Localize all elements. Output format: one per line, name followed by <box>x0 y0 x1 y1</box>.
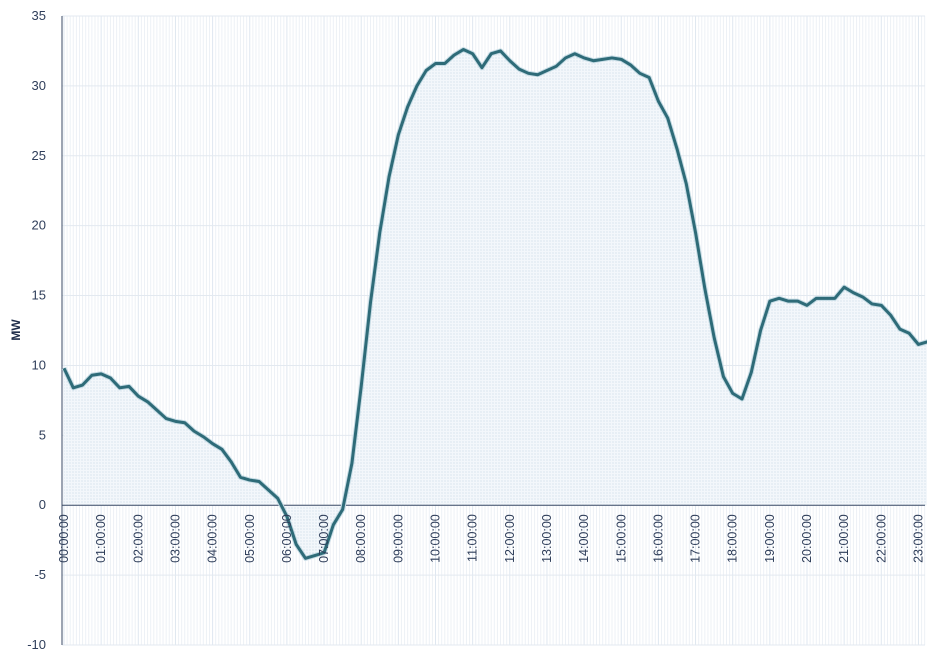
series-line <box>62 48 927 560</box>
x-tick-label: 09:00:00 <box>391 514 405 563</box>
x-tick-label: 04:00:00 <box>206 514 220 563</box>
x-tick-label: 08:00:00 <box>354 514 368 563</box>
y-tick-label: 15 <box>32 288 46 303</box>
x-tick-label: 15:00:00 <box>614 514 628 563</box>
x-tick-label: 17:00:00 <box>689 514 703 563</box>
x-tick-label: 14:00:00 <box>577 514 591 563</box>
x-tick-label: 01:00:00 <box>94 514 108 563</box>
x-tick-labels: 00:00:00 01:00:00 02:00:00 03:00:00 04:00:00… <box>57 514 925 563</box>
x-tick-label: 20:00:00 <box>800 514 814 563</box>
y-tick-label: 20 <box>32 218 46 233</box>
x-tick-label: 13:00:00 <box>540 514 554 563</box>
y-tick-label: 0 <box>39 497 46 512</box>
y-tick-label: 25 <box>32 148 46 163</box>
x-tick-label: 06:00:00 <box>280 514 294 563</box>
y-tick-label: 30 <box>32 78 46 93</box>
x-tick-label: 22:00:00 <box>874 514 888 563</box>
x-tick-label: 11:00:00 <box>466 514 480 562</box>
y-tick-label: 10 <box>32 357 46 372</box>
x-tick-label: 21:00:00 <box>837 514 851 563</box>
x-tick-label: 07:00:00 <box>317 514 331 563</box>
x-tick-label: 16:00:00 <box>651 514 665 563</box>
y-tick-label: 35 <box>32 8 46 23</box>
x-tick-label: 02:00:00 <box>131 514 145 563</box>
x-tick-label: 03:00:00 <box>168 514 182 563</box>
y-tick-label: 5 <box>39 427 46 442</box>
y-tick-label: -10 <box>27 637 46 652</box>
y-tick-label: -5 <box>34 567 46 582</box>
y-axis-label: MW <box>9 319 23 341</box>
x-tick-label: 18:00:00 <box>726 514 740 563</box>
x-tick-label: 19:00:00 <box>763 514 777 563</box>
x-tick-label: 10:00:00 <box>429 514 443 563</box>
area-fill-layer <box>64 49 927 559</box>
series-line-layer <box>61 47 927 561</box>
y-tick-labels: 35 30 25 20 15 10 5 0 -5 -10 <box>27 8 46 652</box>
area-fill <box>64 49 927 559</box>
x-tick-label: 23:00:00 <box>911 514 925 563</box>
axes <box>61 16 925 645</box>
x-tick-label: 12:00:00 <box>503 514 517 563</box>
x-tick-label: 05:00:00 <box>243 514 257 563</box>
x-tick-label: 00:00:00 <box>57 514 71 563</box>
